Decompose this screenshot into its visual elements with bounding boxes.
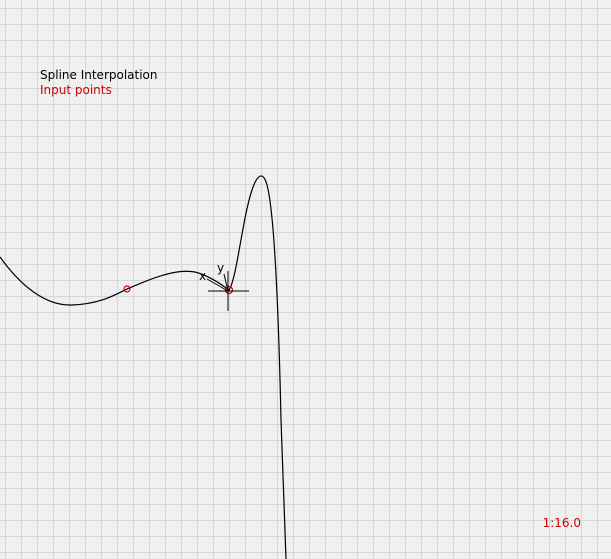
- circle-marker-icon: [123, 285, 131, 293]
- zoom-level-label: 1:16.0: [542, 516, 581, 530]
- legend-input-points: Input points: [40, 83, 112, 97]
- crosshair-icon: x y: [199, 261, 249, 311]
- cursor-y-axis-label: y: [217, 261, 224, 275]
- spline-curve: [0, 175, 287, 559]
- cursor-x-axis-label: x: [199, 269, 206, 283]
- input-point[interactable]: [123, 285, 131, 293]
- legend-title: Spline Interpolation: [40, 68, 158, 82]
